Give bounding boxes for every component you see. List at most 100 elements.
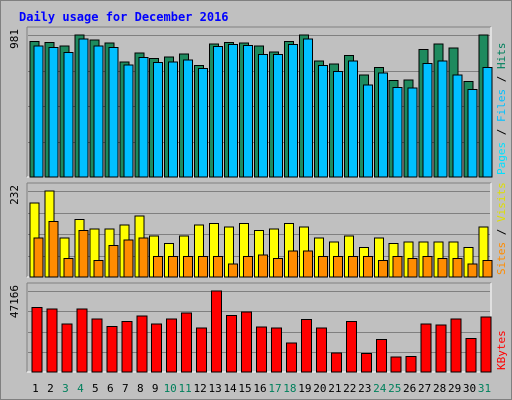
bar-sites-day-18 [287,250,298,278]
day-label-1: 1 [32,382,39,395]
bar-sites-day-5 [93,259,104,278]
bar-sites-day-30 [467,263,478,278]
bar-sites-day-31 [482,259,493,278]
day-label-3: 3 [62,382,69,395]
legend-separator: / [495,69,508,89]
bar-files-day-8 [138,57,149,178]
bar-sites-day-2 [48,220,59,278]
bar-files-day-20 [317,65,328,178]
bar-kbytes-day-10 [166,318,178,373]
bar-sites-day-7 [123,239,134,278]
day-label-20: 20 [313,382,326,395]
day-label-11: 11 [179,382,192,395]
bar-kbytes-day-27 [420,323,432,373]
bar-files-day-17 [272,54,283,178]
day-label-26: 26 [403,382,416,395]
panel-visits-sites: 232 Sites / Visits [8,182,508,278]
bar-sites-day-28 [437,257,448,278]
day-label-14: 14 [223,382,237,395]
legend-separator: / [495,122,508,142]
bar-kbytes-day-20 [315,327,327,373]
legend-sites: Sites [495,242,508,275]
bar-files-day-16 [258,54,269,178]
bar-kbytes-day-29 [450,318,462,373]
bar-files-day-9 [153,62,164,178]
day-label-28: 28 [433,382,446,395]
bar-kbytes-day-1 [31,307,43,373]
bar-files-day-11 [183,59,194,178]
bar-kbytes-day-7 [121,320,133,373]
bar-sites-day-21 [332,256,343,278]
bar-sites-day-22 [347,256,358,278]
bar-kbytes-day-18 [285,342,297,373]
bar-sites-day-1 [33,237,44,278]
bar-files-day-24 [377,72,388,178]
day-label-10: 10 [164,382,177,395]
bar-files-day-19 [302,38,313,178]
bar-kbytes-day-12 [196,327,208,373]
bar-files-day-21 [332,70,343,178]
bar-kbytes-day-19 [300,319,312,373]
day-label-30: 30 [463,382,476,395]
bar-kbytes-day-11 [181,312,193,373]
bar-files-day-14 [228,44,239,178]
bar-files-day-6 [108,46,119,178]
legend-separator: / [495,222,508,242]
bar-kbytes-day-8 [136,315,148,373]
bar-kbytes-day-5 [91,318,103,373]
bar-files-day-23 [362,84,373,178]
bar-files-day-31 [482,67,493,178]
bar-kbytes-day-23 [360,352,372,373]
bar-files-day-26 [407,87,418,178]
legend-visits: Visits [495,182,508,222]
bar-files-day-10 [168,61,179,178]
bar-sites-day-11 [183,256,194,278]
bar-files-day-12 [198,67,209,178]
panel-hits-files-pages: 981 Pages / Files / Hits [8,26,508,178]
bar-sites-day-25 [392,256,403,278]
day-label-23: 23 [358,382,371,395]
bar-sites-day-29 [452,257,463,278]
bar-sites-day-3 [63,257,74,278]
bar-sites-day-17 [272,257,283,278]
bar-sites-day-6 [108,244,119,278]
bar-sites-day-20 [317,256,328,278]
bar-files-day-4 [78,38,89,178]
day-label-18: 18 [283,382,296,395]
panel-max-label: 232 [8,185,21,205]
bar-files-day-7 [123,64,134,178]
day-label-7: 7 [122,382,129,395]
bar-files-day-5 [93,45,104,178]
bar-kbytes-day-16 [256,326,268,373]
bar-sites-day-24 [377,259,388,278]
bar-files-day-27 [422,62,433,178]
bar-kbytes-day-17 [270,327,282,373]
day-label-6: 6 [107,382,114,395]
day-label-4: 4 [77,382,84,395]
chart-title: Daily usage for December 2016 [19,10,229,24]
day-label-5: 5 [92,382,99,395]
legend-files: Files [495,89,508,122]
day-label-13: 13 [208,382,221,395]
bar-files-day-25 [392,86,403,178]
bar-files-day-22 [347,60,358,178]
bar-sites-day-19 [302,250,313,278]
bar-kbytes-day-13 [211,290,223,373]
day-label-22: 22 [343,382,356,395]
day-label-21: 21 [328,382,341,395]
bar-files-day-28 [437,60,448,178]
bar-kbytes-day-4 [76,308,88,373]
day-label-8: 8 [137,382,144,395]
bar-kbytes-day-30 [465,337,477,373]
bar-files-day-29 [452,74,463,178]
day-label-31: 31 [478,382,491,395]
bar-sites-day-12 [198,256,209,278]
legend-kbytes: KBytes [495,330,508,370]
bar-kbytes-day-3 [61,323,73,373]
bar-kbytes-day-15 [241,311,253,373]
bar-files-day-15 [243,44,254,178]
bar-sites-day-13 [213,256,224,278]
day-label-27: 27 [418,382,431,395]
